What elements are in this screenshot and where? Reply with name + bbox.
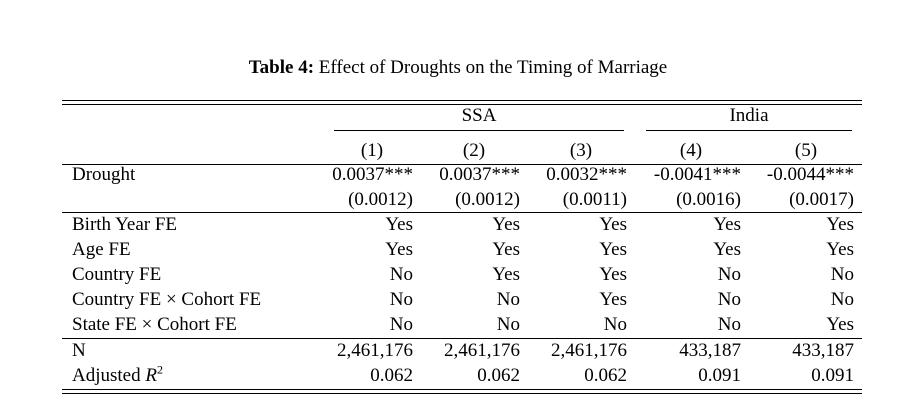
table-title: Effect of Droughts on the Timing of Marr… [318,57,668,78]
col-num-1: (1) [360,140,384,161]
fe-label: State FE × Cohort FE [72,314,237,335]
top-rule [62,100,862,101]
fe-value: Yes [826,239,854,260]
drought-coef-5: -0.0044*** [766,164,854,185]
drought-se-row: (0.0012) (0.0012) (0.0011) (0.0016) (0.0… [62,187,862,212]
fe-value: No [830,289,854,310]
n-value: 433,187 [679,340,741,361]
n-value: 2,461,176 [551,340,627,361]
fe-value: No [496,314,520,335]
col-num-5: (5) [794,140,818,161]
fe-value: No [389,289,413,310]
fe-value: Yes [385,239,413,260]
fe-value: Yes [826,314,854,335]
r2-label: Adjusted R2 [72,363,163,388]
fe-row: Age FE Yes Yes Yes Yes Yes [62,237,862,262]
r2-value: 0.091 [811,365,854,386]
drought-se-3: (0.0011) [562,189,627,210]
col-num-4: (4) [679,140,703,161]
n-label: N [72,340,86,361]
fe-row: Birth Year FE Yes Yes Yes Yes Yes [62,212,862,237]
ssa-cmidrule [334,130,624,131]
top-rule-inner [62,104,862,105]
n-value: 433,187 [792,340,854,361]
n-value: 2,461,176 [337,340,413,361]
drought-coef-1: 0.0037*** [332,164,413,185]
fe-value: Yes [599,264,627,285]
fe-value: Yes [713,239,741,260]
r2-value: 0.062 [584,365,627,386]
r2-value: 0.062 [477,365,520,386]
r2-label-text: Adjusted [72,365,146,386]
fe-value: No [717,264,741,285]
drought-se-2: (0.0012) [455,189,520,210]
col-num-3: (3) [569,140,593,161]
fe-value: No [603,314,627,335]
fe-label: Country FE [72,264,162,285]
r2-value: 0.062 [370,365,413,386]
r2-symbol: R [145,365,157,386]
fe-value: Yes [713,214,741,235]
header-rule [62,164,862,165]
fe-value: No [389,264,413,285]
fe-value: Yes [492,264,520,285]
fe-label: Age FE [72,239,131,260]
fe-value: No [830,264,854,285]
fe-value: Yes [385,214,413,235]
fe-value: No [389,314,413,335]
fe-rule [62,338,862,339]
drought-se-5: (0.0017) [789,189,854,210]
group-ssa: SSA [461,105,497,126]
fe-value: No [717,314,741,335]
drought-se-4: (0.0016) [676,189,741,210]
fe-value: Yes [599,214,627,235]
india-cmidrule [646,130,852,131]
fe-value: No [717,289,741,310]
drought-coef-4: -0.0041*** [653,164,741,185]
fe-value: Yes [492,214,520,235]
bottom-rule-inner [62,389,862,390]
r2-value: 0.091 [698,365,741,386]
fe-row: Country FE No Yes Yes No No [62,262,862,287]
table-caption: Table 4: Effect of Droughts on the Timin… [0,56,916,80]
bottom-rule [62,393,862,394]
fe-label: Country FE × Cohort FE [72,289,262,310]
n-row: N 2,461,176 2,461,176 2,461,176 433,187 … [62,338,862,363]
coef-rule [62,212,862,213]
fe-row: State FE × Cohort FE No No No No Yes [62,312,862,337]
n-value: 2,461,176 [444,340,520,361]
r2-exponent: 2 [156,362,163,377]
fe-value: Yes [599,239,627,260]
fe-value: Yes [826,214,854,235]
drought-coef-2: 0.0037*** [439,164,520,185]
drought-row: Drought 0.0037*** 0.0037*** 0.0032*** -0… [62,162,862,187]
fe-label: Birth Year FE [72,214,178,235]
column-number-row: (1) (2) (3) (4) (5) [62,138,862,163]
fe-value: Yes [492,239,520,260]
col-num-2: (2) [462,140,486,161]
drought-se-1: (0.0012) [348,189,413,210]
fe-row: Country FE × Cohort FE No No Yes No No [62,287,862,312]
table-label: Table 4: [248,57,315,78]
fe-value: Yes [599,289,627,310]
fe-value: No [496,289,520,310]
group-india: India [729,105,769,126]
drought-coef-3: 0.0032*** [546,164,627,185]
drought-label: Drought [72,164,136,185]
r2-row: Adjusted R2 0.062 0.062 0.062 0.091 0.09… [62,363,862,388]
group-header-row: SSA India [62,103,862,128]
